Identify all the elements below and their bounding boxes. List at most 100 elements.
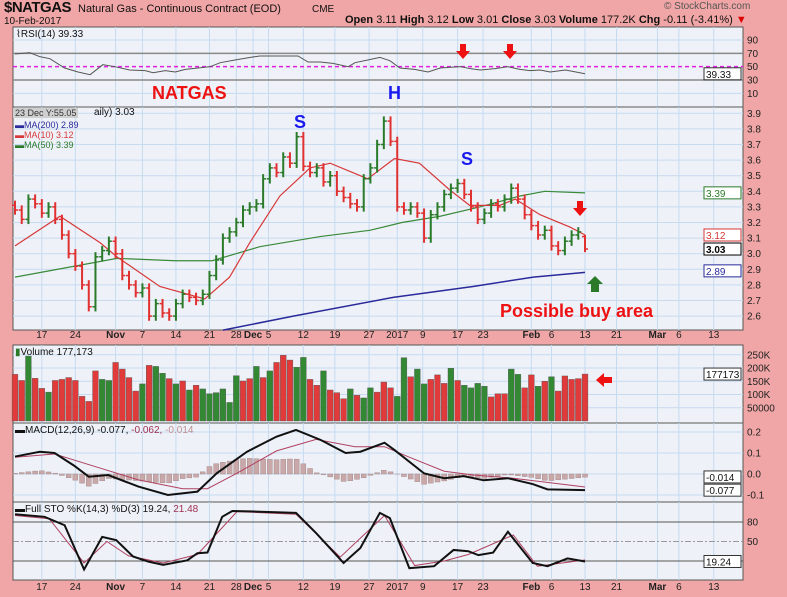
macd-histogram-bar [45,471,52,475]
volume-bar [400,357,408,422]
exchange: CME [312,4,335,15]
macd-histogram-bar [173,473,179,481]
x-tick-label: 23 [478,330,490,341]
left-arrow-icon [596,373,612,387]
price-legend-title: aily) 3.03 [94,107,135,118]
down-arrow-icon [456,44,470,59]
volume-bar [360,397,367,422]
volume-bar [85,401,92,422]
x-tick-label: 13 [708,582,720,593]
macd-histogram-bar [193,473,199,478]
ma200-value-badge-box [703,264,742,278]
macd-histogram-bar [548,473,555,481]
macd-hist-badge-box [703,470,742,484]
natgas-annotation: NATGAS [152,83,227,103]
volume-bar [179,380,186,422]
volume-bar [186,389,193,422]
macd-histogram-bar [146,473,152,482]
macd-legend-text: MACD(12,26,9) -0.077, [25,425,129,436]
buy-area-annotation: Possible buy area [500,301,654,321]
volume-bar [146,365,153,422]
instrument-name: Natural Gas - Continuous Contract (EOD) [78,3,281,15]
x-tick-label: 19 [329,330,341,341]
macd-histogram-bar [568,473,575,479]
volume-bar [568,379,575,422]
x-tick-label: 28 [231,330,243,341]
macd-value-badge-box [703,483,742,497]
volume-bar [541,381,548,422]
macd-histogram-bar [542,473,548,481]
ma200-value-badge: 2.89 [706,267,726,278]
volume-bar [488,396,495,422]
macd-histogram-bar [387,471,394,475]
x-tick-label: 2017 [386,330,409,341]
volume-bar [367,387,374,422]
quote-summary: Open 3.11 High 3.12 Low 3.01 Close 3.03 … [345,14,747,27]
x-tick-label: 23 [478,582,490,593]
volume-bar [119,368,126,422]
close-value-badge: 3.03 [706,245,726,256]
macd-histogram-bar [159,473,166,483]
sto-d-legend: 21.48 [173,504,199,515]
close-value: 3.03 [534,14,556,26]
volume-bar [206,393,213,422]
volume-bar [333,392,340,422]
macd-histogram-bar [407,473,414,480]
volume-bar [125,377,133,422]
chg-value: -0.11 (-3.41%) [663,14,733,26]
volume-bar [353,395,361,422]
macd-histogram-bar [361,473,367,478]
price-tick-label: 3.6 [747,156,761,167]
macd-histogram-bar [501,473,508,476]
macd-histogram-bar [401,473,407,477]
volume-bar [528,374,535,422]
volume-bar [25,355,32,422]
macd-histogram-bar [52,472,58,475]
volume-bar [454,380,461,422]
volume-bar [280,355,287,422]
x-tick-label: 7 [140,330,146,341]
volume-bar [420,383,428,422]
volume-bar [273,362,280,422]
macd-histogram-bar [59,473,65,476]
macd-signal-line [14,438,586,490]
macd-histogram-bar [99,473,105,482]
price-tick-label: 3.4 [747,187,761,198]
ma10-legend-text: MA(10) 3.12 [24,130,74,140]
macd-hist-badge: -0.014 [706,473,735,484]
x-tick-label: 17 [36,582,48,593]
volume-value-badge: 177173 [706,370,740,381]
sto-tick-label: 50 [747,537,759,548]
open-label: Open [345,14,374,26]
volume-bar [327,389,334,422]
x-tick-label: 2017 [386,582,409,593]
macd-histogram-bar [293,458,300,475]
rsi-tick-label: 90 [747,36,759,47]
macd-hist-legend: -0.014 [165,425,194,436]
x-tick-label: 27 [364,582,376,593]
macd-histogram-bar [320,473,327,475]
volume-bar [555,390,562,422]
macd-panel [12,422,744,503]
macd-legend: ▬MACD(12,26,9) -0.077, -0.062, -0.014 [15,425,194,436]
macd-histogram-bar [307,468,313,475]
x-tick-label: 21 [204,330,216,341]
rsi-legend: ⌇RSI(14) 39.33 [16,29,83,41]
macd-histogram-bar [233,459,239,475]
x-tick-label: 17 [452,330,464,341]
macd-histogram-bar [528,473,535,478]
x-tick-label: 5 [266,582,272,593]
ma200-legend: ▬MA(200) 2.89 [15,120,79,130]
x-tick-label: Dec [244,330,263,341]
macd-histogram-bar [488,473,494,478]
macd-histogram-bar [414,473,421,482]
volume-bar [581,373,589,422]
ma10-line [14,157,586,300]
volume-bar [320,370,327,422]
volume-bar [481,386,488,422]
x-tick-label: 6 [549,582,555,593]
rsi-value-badge: 39.33 [706,70,731,81]
x-tick-label: 14 [170,330,182,341]
volume-tick-label: 100K [747,390,771,401]
volume-bar [534,386,542,422]
